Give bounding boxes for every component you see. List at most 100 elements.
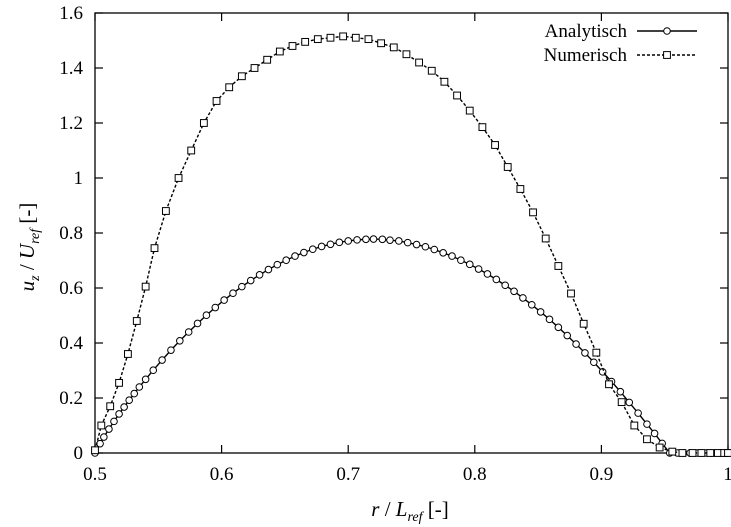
data-point-analytisch: [353, 236, 361, 244]
data-point-analytisch: [616, 387, 625, 396]
data-point-numerisch: [141, 282, 150, 291]
data-point-numerisch: [415, 58, 423, 67]
data-point-analytisch: [110, 417, 118, 426]
data-point-numerisch: [617, 398, 626, 407]
data-point-analytisch: [220, 296, 228, 304]
series-numerisch: [91, 32, 731, 457]
data-point-numerisch: [301, 37, 310, 46]
data-point-numerisch: [402, 50, 411, 59]
x-tick-label: 0.8: [463, 464, 487, 485]
y-tick-label: 1.6: [59, 3, 83, 24]
x-tick-label: 0.6: [210, 464, 234, 485]
x-axis-label: r / Lref [-]: [371, 497, 449, 525]
data-point-analytisch: [403, 238, 412, 247]
data-point-analytisch: [448, 252, 456, 260]
data-point-numerisch: [150, 244, 159, 253]
data-point-numerisch: [655, 443, 664, 452]
x-tick-label: 0.9: [590, 464, 614, 485]
data-point-numerisch: [478, 123, 487, 132]
data-point-numerisch: [364, 35, 373, 44]
legend-marker: [663, 27, 671, 35]
data-point-analytisch: [202, 311, 211, 320]
data-point-analytisch: [421, 242, 430, 251]
data-point-analytisch: [483, 270, 492, 278]
data-point-numerisch: [237, 72, 246, 81]
data-point-analytisch: [650, 429, 659, 438]
data-point-analytisch: [527, 300, 536, 309]
data-point-analytisch: [282, 256, 290, 265]
data-point-analytisch: [572, 340, 580, 348]
data-point-analytisch: [590, 358, 598, 367]
series-layer: [91, 32, 731, 457]
data-point-analytisch: [238, 282, 246, 291]
data-point-numerisch: [453, 91, 461, 100]
data-point-analytisch: [115, 410, 123, 418]
data-point-numerisch: [91, 446, 99, 455]
data-point-numerisch: [516, 185, 525, 193]
data-point-numerisch: [688, 449, 697, 457]
data-point-numerisch: [326, 33, 335, 42]
y-axis: 0 0.2 0.4 0.6 0.8 1 1.2 1.4 1.6: [59, 3, 728, 464]
data-point-numerisch: [389, 43, 398, 52]
series-line-numerisch: [94, 35, 728, 454]
data-point-analytisch: [211, 303, 220, 312]
data-point-analytisch: [344, 237, 353, 245]
y-tick-label: 0.4: [59, 333, 83, 354]
data-point-analytisch: [412, 240, 421, 249]
x-tick-label: 0.5: [83, 464, 107, 485]
data-point-analytisch: [369, 235, 378, 243]
data-point-numerisch: [605, 380, 613, 389]
data-point-analytisch: [501, 281, 509, 290]
data-point-analytisch: [255, 271, 264, 279]
data-point-numerisch: [225, 83, 234, 92]
data-point-numerisch: [132, 317, 141, 325]
data-point-analytisch: [430, 245, 439, 254]
data-point-analytisch: [167, 346, 175, 354]
x-tick-label: 0.7: [336, 464, 360, 485]
x-axis: 0.5 0.6 0.7 0.8 0.9 1: [83, 13, 731, 485]
data-point-analytisch: [492, 275, 501, 284]
data-point-numerisch: [697, 449, 706, 457]
data-point-numerisch: [706, 449, 715, 457]
data-point-numerisch: [668, 447, 677, 456]
legend-label: Numerisch: [544, 45, 628, 66]
data-point-numerisch: [263, 55, 272, 64]
data-point-analytisch: [141, 375, 150, 384]
data-point-analytisch: [130, 389, 139, 398]
data-point-analytisch: [246, 276, 255, 285]
data-point-numerisch: [275, 47, 284, 56]
data-point-numerisch: [643, 435, 651, 444]
data-point-numerisch: [579, 319, 588, 328]
data-point-analytisch: [465, 260, 474, 269]
y-tick-label: 0.2: [59, 388, 83, 409]
legend-marker: [663, 51, 671, 59]
y-tick-label: 1.2: [59, 113, 83, 134]
data-point-analytisch: [335, 238, 344, 247]
data-point-numerisch: [199, 119, 208, 127]
data-point-analytisch: [184, 328, 193, 336]
data-point-analytisch: [362, 235, 370, 244]
y-tick-label: 1.4: [59, 58, 83, 79]
data-point-numerisch: [313, 35, 322, 44]
data-point-analytisch: [229, 289, 237, 298]
data-point-numerisch: [288, 42, 297, 50]
data-point-numerisch: [630, 421, 639, 430]
y-tick-label: 0: [74, 443, 84, 464]
data-point-numerisch: [161, 207, 170, 215]
data-point-analytisch: [300, 248, 308, 257]
data-point-numerisch: [678, 449, 687, 457]
data-point-analytisch: [100, 433, 108, 441]
data-point-numerisch: [212, 97, 221, 105]
data-point-analytisch: [536, 308, 545, 316]
data-point-numerisch: [713, 449, 722, 457]
data-point-numerisch: [503, 163, 512, 171]
data-point-analytisch: [317, 242, 326, 251]
data-point-analytisch: [273, 260, 282, 269]
data-point-analytisch: [378, 235, 387, 244]
x-tick-label: 1: [723, 464, 731, 485]
data-point-analytisch: [554, 323, 563, 332]
data-point-analytisch: [457, 256, 465, 265]
data-point-analytisch: [96, 439, 104, 448]
data-point-analytisch: [581, 349, 589, 357]
